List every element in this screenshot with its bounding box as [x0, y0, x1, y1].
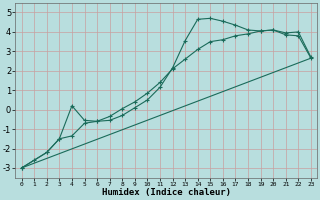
X-axis label: Humidex (Indice chaleur): Humidex (Indice chaleur): [102, 188, 231, 197]
